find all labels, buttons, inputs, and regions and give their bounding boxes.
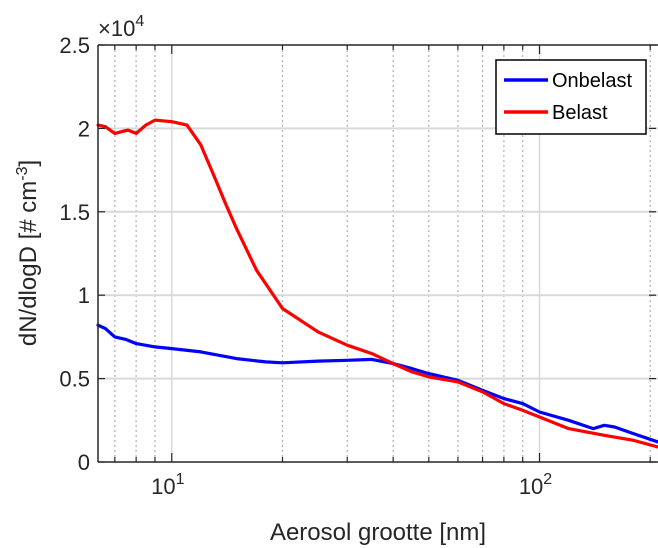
y-tick-label: 2 <box>78 116 90 141</box>
x-tick-label-base: 10 <box>519 474 543 499</box>
x-axis-label: Aerosol grootte [nm] <box>270 519 486 546</box>
y-tick-label: 1.5 <box>59 200 90 225</box>
y-axis-label: dN/dlogD [# cm-3] <box>14 160 42 346</box>
y-exponent-base: ×10 <box>98 16 135 41</box>
x-tick-label-base: 10 <box>151 474 175 499</box>
y-exponent-label: ×104 <box>98 13 144 41</box>
legend-box <box>495 59 647 135</box>
series-line-belast <box>96 118 658 449</box>
x-tick-label: 101 <box>151 471 184 499</box>
legend-label-onbelast: Onbelast <box>552 70 632 92</box>
y-axis-label-sup: -3 <box>14 166 31 180</box>
y-tick-label: 1 <box>78 283 90 308</box>
axes <box>97 44 658 463</box>
y-exponent-power: 4 <box>135 13 144 30</box>
legend-label-belast: Belast <box>552 102 608 124</box>
y-axis-label-main: dN/dlogD [# cm <box>15 181 42 346</box>
x-tick-label-exp: 1 <box>176 471 185 488</box>
series-line-onbelast <box>96 323 658 444</box>
series-lines <box>96 118 658 449</box>
x-tick-label-exp: 2 <box>543 471 552 488</box>
legend: Onbelast Belast <box>495 59 647 135</box>
y-tick-label: 2.5 <box>59 33 90 58</box>
y-tick-label: 0 <box>78 450 90 475</box>
x-tick-label: 102 <box>519 471 552 499</box>
y-tick-label: 0.5 <box>59 367 90 392</box>
y-axis-label-end: ] <box>15 160 42 167</box>
